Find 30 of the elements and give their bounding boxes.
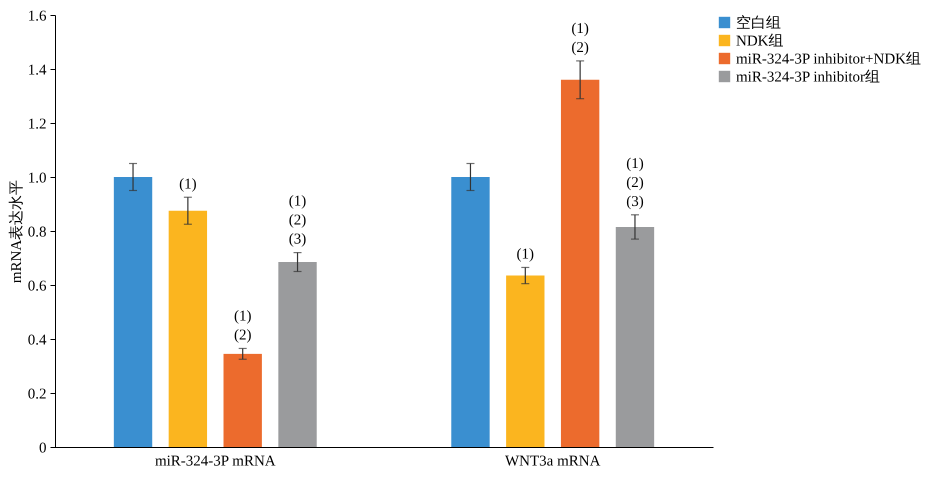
- bar: [451, 177, 490, 447]
- bar: [224, 354, 262, 447]
- y-axis-title: mRNA表达水平: [8, 180, 25, 284]
- legend-label: 空白组: [736, 14, 781, 32]
- y-tick-label: 1.4: [28, 62, 47, 78]
- y-tick-label: 0.4: [28, 332, 47, 348]
- y-tick-label: 0: [39, 440, 46, 456]
- data-label: (1): [179, 176, 197, 192]
- y-tick-label: 1.2: [28, 116, 46, 132]
- data-label: (1): [516, 246, 534, 262]
- bar: [506, 276, 544, 447]
- x-tick-label: WNT3a mRNA: [505, 454, 601, 470]
- legend-label: miR-324-3P inhibitor组: [736, 68, 880, 86]
- y-tick-label: 0.8: [28, 224, 46, 240]
- text: (1) (2) (3): [626, 156, 644, 210]
- bar: [560, 80, 600, 447]
- bar: [278, 262, 317, 447]
- bar: [168, 210, 208, 447]
- bar: [616, 226, 654, 447]
- y-tick-label: 1.0: [28, 170, 46, 186]
- y-tick-label: 1.6: [28, 8, 47, 24]
- bar: [114, 177, 152, 447]
- y-tick-label: 0.6: [28, 278, 47, 294]
- text: (1) (2): [234, 308, 252, 344]
- y-tick-label: 0.2: [28, 386, 46, 402]
- legend-label: NDK组: [736, 32, 784, 50]
- x-tick-label: miR-324-3P mRNA: [154, 454, 276, 470]
- text: (1) (2) (3): [288, 194, 306, 248]
- text: (1) (2): [571, 20, 589, 56]
- legend-label: miR-324-3P inhibitor+NDK组: [736, 50, 921, 68]
